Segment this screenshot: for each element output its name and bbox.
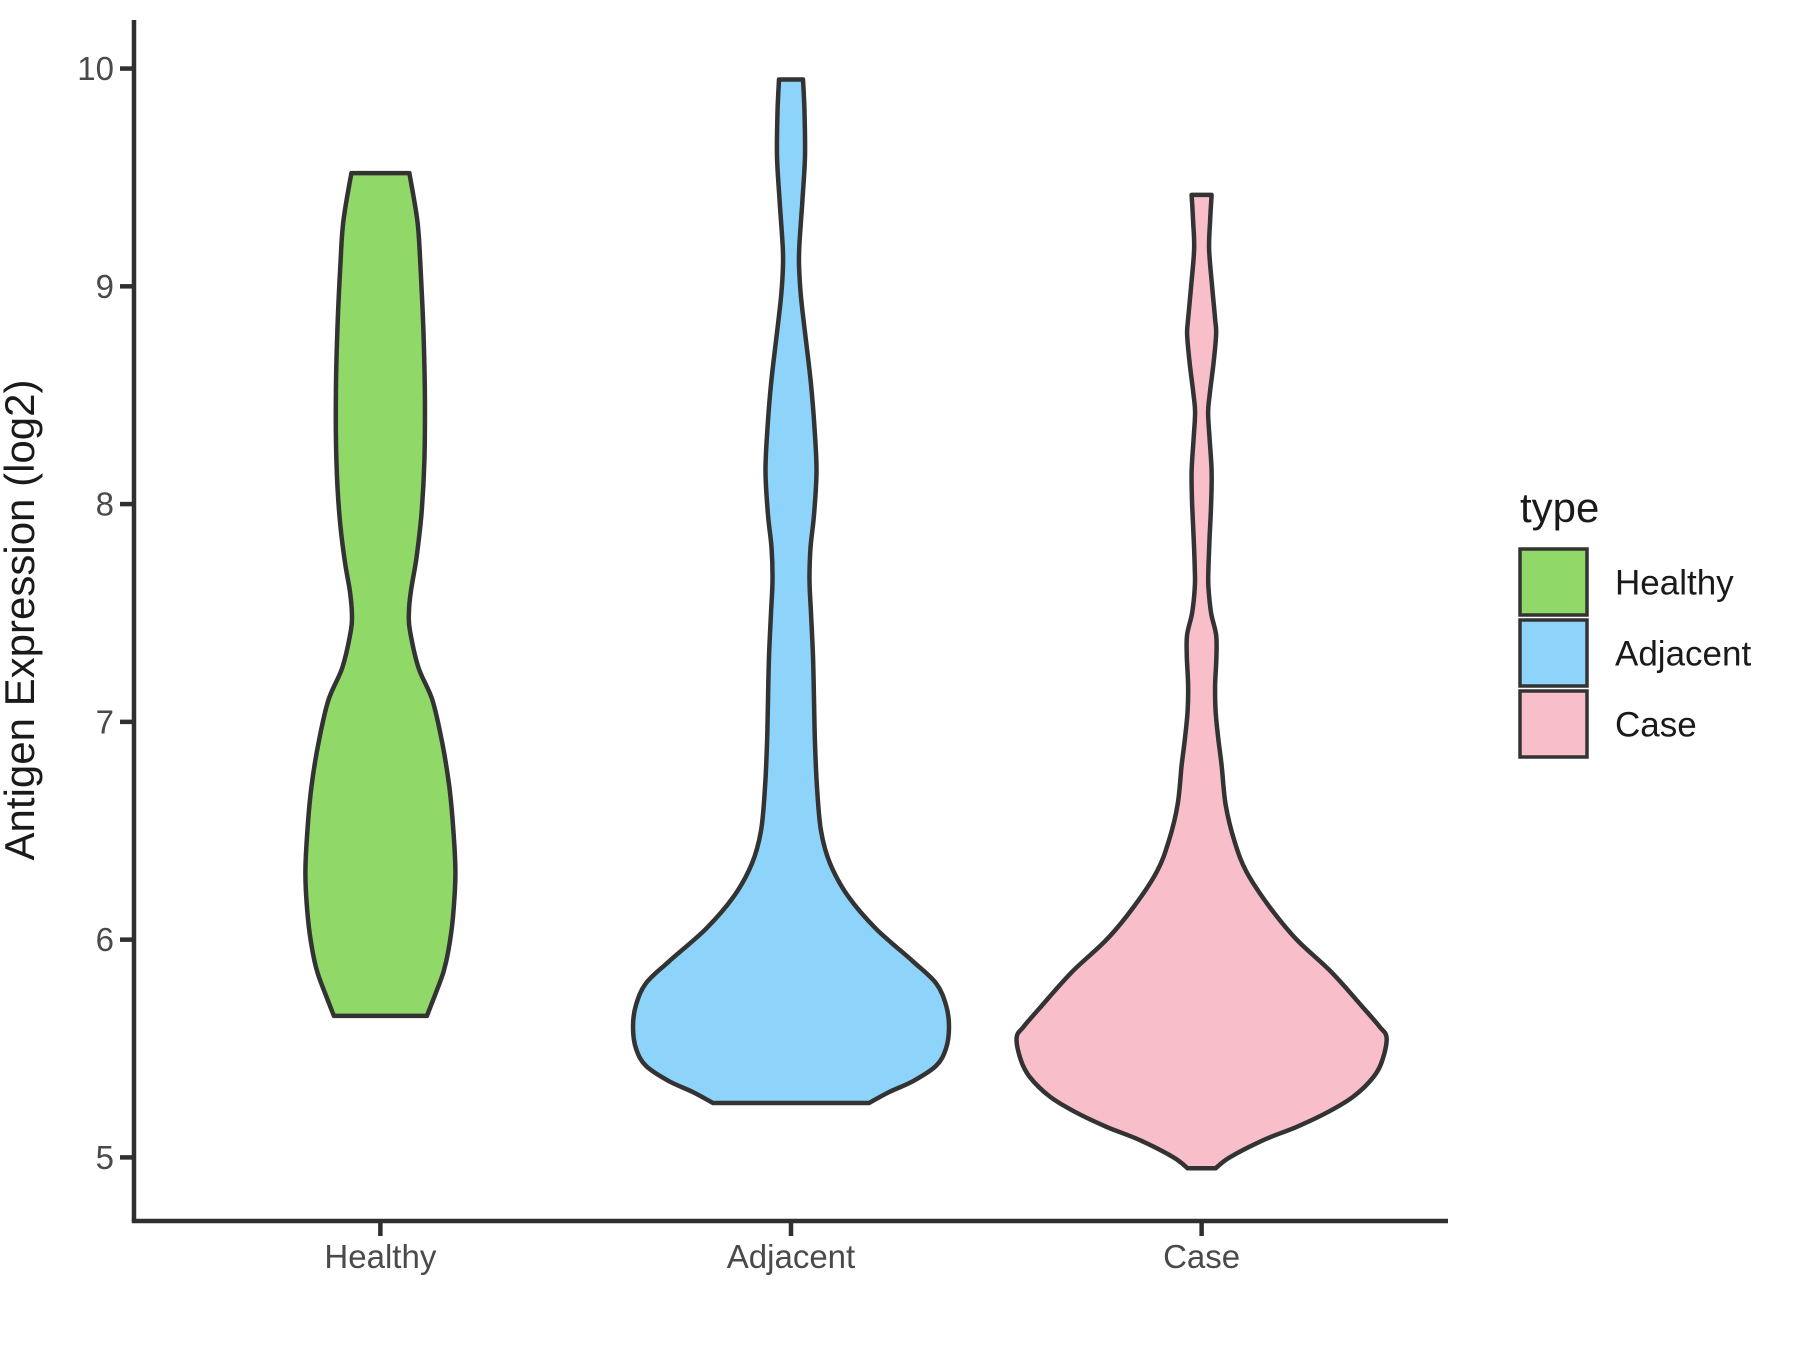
axes-layer: 5 6 7 8 9 10 Healthy Adjacent Case	[77, 20, 1448, 1275]
x-tick-label: Adjacent	[727, 1238, 855, 1275]
y-tick-label: 5	[96, 1139, 114, 1176]
legend: type Healthy Adjacent Case	[1518, 484, 1751, 759]
legend-key-adjacent	[1518, 618, 1589, 688]
y-tick-label: 10	[77, 50, 114, 87]
legend-entries: Healthy Adjacent Case	[1518, 547, 1751, 759]
violin-adjacent	[630, 77, 952, 1106]
x-tick-label: Healthy	[324, 1238, 436, 1275]
y-tick-label: 9	[96, 268, 114, 305]
violin-case	[1014, 192, 1389, 1171]
legend-title: type	[1520, 484, 1599, 531]
legend-label-adjacent: Adjacent	[1615, 634, 1751, 673]
legend-key-case	[1518, 689, 1589, 759]
legend-label-case: Case	[1615, 705, 1697, 744]
y-tick-label: 6	[96, 921, 114, 958]
legend-label-healthy: Healthy	[1615, 563, 1734, 602]
y-tick-label: 7	[96, 703, 114, 740]
y-tick-label: 8	[96, 486, 114, 523]
legend-key-healthy	[1518, 547, 1589, 617]
violin-healthy	[303, 170, 458, 1019]
y-axis-title: Antigen Expression (log2)	[0, 380, 43, 861]
violin-layer	[303, 77, 1389, 1171]
x-tick-label: Case	[1163, 1238, 1240, 1275]
